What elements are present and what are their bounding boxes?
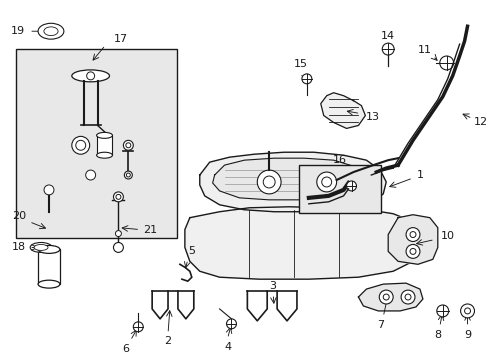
Ellipse shape (38, 246, 60, 253)
Circle shape (464, 308, 469, 314)
Polygon shape (184, 207, 417, 279)
Ellipse shape (44, 27, 58, 36)
Text: 13: 13 (365, 112, 379, 122)
Text: 7: 7 (376, 320, 383, 330)
Ellipse shape (97, 152, 112, 158)
Ellipse shape (34, 244, 48, 251)
Ellipse shape (38, 23, 64, 39)
Circle shape (44, 185, 54, 195)
Text: 18: 18 (12, 242, 26, 252)
Text: 10: 10 (440, 230, 454, 240)
Polygon shape (199, 152, 386, 212)
Circle shape (404, 294, 410, 300)
Circle shape (113, 243, 123, 252)
Text: 14: 14 (380, 31, 394, 41)
Text: 4: 4 (224, 342, 231, 352)
Text: 16: 16 (332, 155, 346, 165)
Ellipse shape (30, 243, 52, 252)
Circle shape (126, 173, 130, 177)
Bar (298, 165, 381, 213)
Polygon shape (358, 283, 422, 311)
Polygon shape (387, 215, 437, 264)
Text: 15: 15 (293, 59, 307, 69)
Circle shape (124, 171, 132, 179)
Circle shape (257, 170, 281, 194)
Text: 19: 19 (11, 26, 25, 36)
Circle shape (115, 231, 121, 237)
Circle shape (405, 244, 419, 258)
Polygon shape (320, 93, 365, 129)
Text: 11: 11 (417, 45, 431, 55)
Bar (97, 135, 112, 155)
Text: 9: 9 (463, 330, 470, 340)
Text: 20: 20 (12, 211, 26, 221)
Circle shape (263, 176, 275, 188)
Circle shape (436, 305, 448, 317)
Bar (16, 49, 177, 238)
Circle shape (113, 192, 123, 202)
Text: 21: 21 (143, 225, 157, 235)
Circle shape (383, 294, 388, 300)
Circle shape (439, 56, 453, 70)
Circle shape (379, 290, 392, 304)
Circle shape (409, 231, 415, 238)
Circle shape (125, 143, 131, 148)
Text: 12: 12 (472, 117, 487, 127)
Circle shape (85, 170, 96, 180)
Ellipse shape (97, 132, 112, 138)
Circle shape (123, 140, 133, 150)
Ellipse shape (72, 70, 109, 82)
Text: 6: 6 (122, 343, 129, 354)
Circle shape (321, 177, 331, 187)
Polygon shape (212, 158, 367, 200)
Circle shape (382, 43, 393, 55)
Circle shape (76, 140, 85, 150)
Text: 3: 3 (269, 281, 276, 291)
Ellipse shape (38, 280, 60, 288)
Bar (38, 249, 60, 284)
Text: 1: 1 (416, 170, 423, 180)
Circle shape (316, 172, 336, 192)
Text: 8: 8 (433, 330, 441, 340)
Circle shape (226, 319, 236, 329)
Circle shape (116, 194, 121, 199)
Circle shape (409, 248, 415, 255)
Circle shape (346, 181, 356, 191)
Circle shape (460, 304, 473, 318)
Circle shape (72, 136, 89, 154)
Circle shape (301, 74, 311, 84)
Circle shape (400, 290, 414, 304)
Circle shape (86, 72, 94, 80)
Circle shape (405, 228, 419, 242)
Text: 17: 17 (113, 34, 127, 44)
Circle shape (133, 322, 143, 332)
Text: 2: 2 (164, 336, 171, 346)
Text: 5: 5 (188, 246, 195, 256)
